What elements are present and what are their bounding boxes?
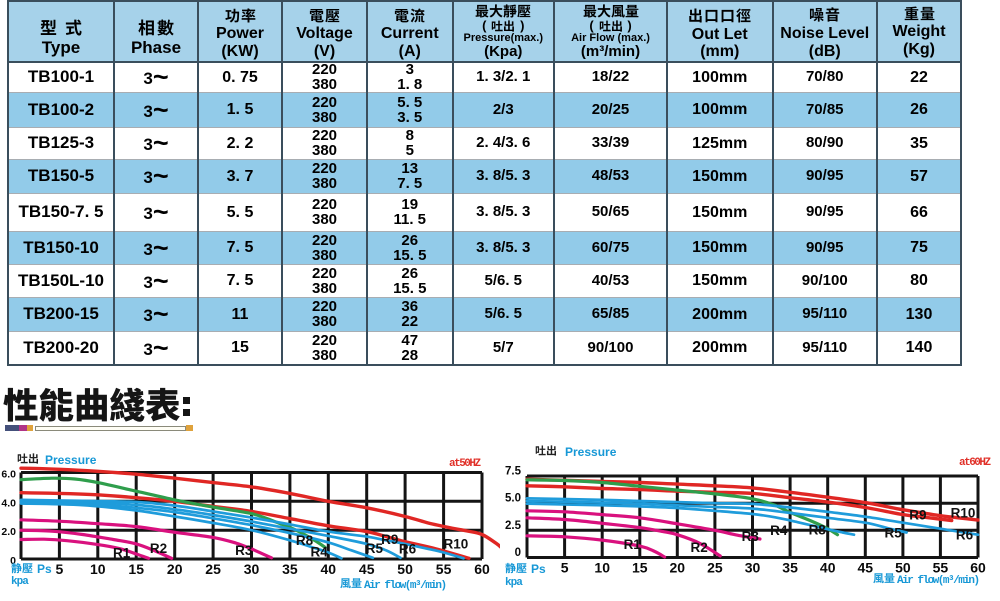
svg-text:R5: R5 — [366, 541, 384, 556]
svg-text:60: 60 — [474, 561, 490, 577]
svg-text:R4: R4 — [770, 523, 788, 538]
svg-text:R2: R2 — [690, 540, 707, 555]
svg-text:R9: R9 — [381, 532, 398, 547]
svg-text:35: 35 — [782, 560, 798, 576]
svg-text:30: 30 — [244, 561, 260, 577]
svg-text:6.0: 6.0 — [1, 469, 16, 481]
svg-text:20: 20 — [167, 561, 183, 577]
svg-text:45: 45 — [359, 561, 375, 577]
svg-text:55: 55 — [436, 561, 452, 577]
svg-text:10: 10 — [594, 560, 610, 576]
svg-text:Air flow(m³/min): Air flow(m³/min) — [364, 580, 446, 592]
svg-text:kpa: kpa — [505, 577, 523, 589]
svg-text:R4: R4 — [310, 545, 328, 560]
svg-text:R1: R1 — [624, 537, 642, 552]
svg-text:R5: R5 — [884, 526, 902, 541]
svg-text:15: 15 — [632, 560, 648, 576]
svg-text:2.0: 2.0 — [1, 526, 16, 538]
svg-text:Pressure: Pressure — [565, 445, 617, 459]
svg-text:35: 35 — [282, 561, 298, 577]
svg-text:R8: R8 — [809, 522, 827, 537]
svg-text:40: 40 — [820, 560, 836, 576]
svg-text:25: 25 — [707, 560, 723, 576]
svg-text:10: 10 — [90, 561, 106, 577]
svg-text:R9: R9 — [909, 508, 926, 523]
svg-text:Pressure: Pressure — [45, 453, 97, 467]
svg-text:R10: R10 — [951, 505, 976, 520]
svg-text:at50HZ: at50HZ — [449, 458, 482, 470]
svg-text:Air flow(m³/min): Air flow(m³/min) — [897, 575, 979, 587]
svg-text:0: 0 — [10, 555, 16, 567]
svg-text:45: 45 — [858, 560, 874, 576]
svg-text:50: 50 — [397, 561, 413, 577]
svg-text:30: 30 — [745, 560, 761, 576]
svg-text:4.0: 4.0 — [1, 497, 16, 509]
svg-text:R8: R8 — [296, 533, 314, 548]
svg-text:at60HZ: at60HZ — [959, 457, 992, 469]
svg-text:25: 25 — [205, 561, 221, 577]
svg-text:50: 50 — [895, 560, 911, 576]
svg-text:R3: R3 — [235, 543, 253, 558]
svg-text:Ps: Ps — [37, 562, 52, 576]
svg-text:R10: R10 — [444, 536, 469, 551]
svg-text:R2: R2 — [150, 541, 167, 556]
svg-text:Ps: Ps — [531, 562, 546, 576]
svg-text:5: 5 — [56, 561, 64, 577]
svg-text:5.0: 5.0 — [505, 493, 521, 505]
svg-text:2.5: 2.5 — [505, 520, 522, 532]
svg-text:kpa: kpa — [11, 576, 29, 588]
svg-text:0: 0 — [515, 547, 521, 559]
svg-text:60: 60 — [970, 560, 986, 576]
svg-text:5: 5 — [561, 560, 569, 576]
svg-text:15: 15 — [128, 561, 144, 577]
svg-text:55: 55 — [933, 560, 949, 576]
svg-text:40: 40 — [321, 561, 337, 577]
svg-text:20: 20 — [670, 560, 686, 576]
svg-text:R6: R6 — [956, 528, 974, 543]
svg-text:R3: R3 — [742, 529, 760, 544]
svg-text:7.5: 7.5 — [505, 466, 522, 478]
svg-text:R1: R1 — [113, 545, 131, 560]
svg-text:R6: R6 — [399, 542, 417, 557]
